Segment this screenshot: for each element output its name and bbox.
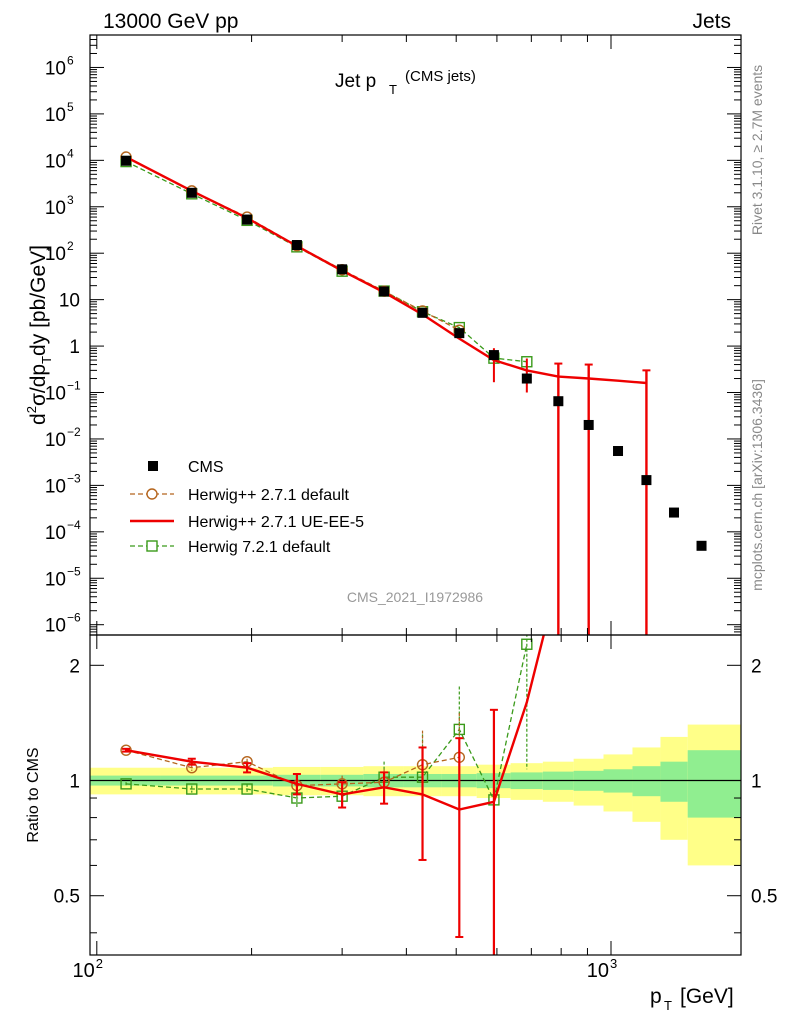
cms-data-point (488, 350, 499, 361)
y-tick-exponent: −1 (67, 379, 81, 393)
legend-marker-herwigpp-default (146, 488, 158, 500)
plot-title: Jet p T (CMS jets) (335, 68, 476, 97)
title-tail: (CMS jets) (405, 68, 476, 85)
y-tick-label: 10 (45, 58, 66, 79)
herwigpp-ue-main-line (125, 155, 647, 385)
ratio-y-label: Ratio to CMS (25, 747, 42, 842)
y-tick-label: 10 (45, 151, 66, 172)
cms-data-point (696, 540, 707, 551)
x-tick-exponent: 2 (96, 956, 103, 971)
herwig7-ratio-line (126, 644, 528, 802)
title-main: Jet p (335, 71, 376, 92)
header-energy: 13000 GeV pp (103, 10, 238, 33)
y-tick-label: 10 (45, 384, 66, 405)
mcplots-label: mcplots.cern.ch [arXiv:1306.3436] (749, 379, 765, 591)
herwig7-ratio-point (186, 783, 198, 795)
herwig7-ratio-point (120, 778, 132, 790)
ratio-panel: 10 2 10 30.5 0.51 12 2 Ratio to CMS (25, 634, 777, 982)
y-tick-label: 10 (45, 244, 66, 265)
x-label-unit: [GeV] (680, 985, 734, 1008)
herwigpp-ue-ratio-line (125, 635, 545, 811)
ratio-frame (89, 634, 742, 956)
y-tick-label: 10 (45, 430, 66, 451)
cms-data-point (291, 240, 302, 251)
x-tick-label: 10 (73, 960, 95, 982)
cms-data-point (641, 475, 652, 486)
legend-marker-cms (148, 461, 158, 471)
herwig7-ratio-point (241, 783, 253, 795)
inner-band-bin (660, 761, 688, 802)
y-tick-label: 10 (45, 476, 66, 497)
cms-data-point (186, 187, 197, 198)
y-tick-label: 10 (59, 291, 80, 312)
cms-data-point (613, 446, 624, 457)
y-tick-exponent: 4 (67, 146, 74, 160)
title-sub: T (389, 82, 397, 97)
ratio-y-tick-label-left: 0.5 (54, 887, 80, 908)
y-tick-exponent: −2 (67, 425, 81, 439)
y-tick-exponent: −3 (67, 471, 81, 485)
legend-label-herwigpp-ue: Herwig++ 2.7.1 UE-EE-5 (188, 514, 364, 531)
rivet-label: Rivet 3.1.10, ≥ 2.7M events (749, 65, 765, 235)
y-axis-label: d2σ/dpTdy [pb/GeV] (24, 245, 54, 425)
y-tick-label: 10 (45, 616, 66, 637)
ratio-y-tick-label-right: 2 (751, 656, 762, 677)
cms-data-point (583, 419, 594, 430)
inner-band-bin (687, 750, 741, 818)
y-tick-label: 10 (45, 523, 66, 544)
y-tick-label: 10 (45, 105, 66, 126)
main-y-axis-label: d2σ/dpTdy [pb/GeV] (24, 245, 54, 425)
cms-data-point (242, 214, 253, 225)
cms-data-point (553, 396, 564, 407)
legend-label-herwig7: Herwig 7.2.1 default (188, 539, 331, 556)
legend-label-cms: CMS (188, 459, 224, 476)
y-tick-exponent: 2 (67, 239, 74, 253)
analysis-id: CMS_2021_I1972986 (347, 589, 483, 605)
x-tick-label: 10 (587, 960, 609, 982)
ratio-y-tick-label-left: 1 (69, 772, 80, 793)
cms-data-point (454, 328, 465, 339)
ratio-y-tick-label-right: 1 (751, 772, 762, 793)
legend-marker-herwig7 (146, 540, 158, 552)
y-tick-label: 10 (45, 569, 66, 590)
y-tick-exponent: 3 (67, 193, 74, 207)
y-tick-exponent: 6 (67, 53, 74, 67)
y-tick-label: 1 (69, 337, 80, 358)
cms-data-point (337, 264, 348, 275)
y-tick-label: 10 (45, 198, 66, 219)
ratio-y-tick-label-left: 2 (69, 656, 80, 677)
header-process: Jets (692, 10, 731, 33)
x-label-sub: T (664, 998, 672, 1013)
legend: CMS Herwig++ 2.7.1 default Herwig++ 2.7.1 … (130, 459, 364, 556)
cms-data-point (668, 507, 679, 518)
ratio-y-tick-label-right: 0.5 (751, 887, 777, 908)
y-tick-exponent: −4 (67, 518, 81, 532)
legend-label-herwigpp-default: Herwig++ 2.7.1 default (188, 487, 350, 504)
cms-data-point (121, 155, 132, 166)
svg-text:Jet p: Jet p (335, 71, 376, 92)
cms-data-point (379, 286, 390, 297)
cms-data-point (521, 373, 532, 384)
herwigpp-default-ratio-line (125, 749, 460, 787)
x-tick-exponent: 3 (610, 956, 617, 971)
y-tick-exponent: −6 (67, 611, 81, 625)
y-tick-exponent: 5 (67, 100, 74, 114)
x-axis-label: p T [GeV] (650, 985, 734, 1013)
y-tick-exponent: −5 (67, 564, 81, 578)
x-label-main: p (650, 985, 662, 1008)
inner-band-bin (632, 766, 661, 797)
herwig7-ratio-point (521, 638, 533, 650)
cms-data-point (417, 307, 428, 318)
